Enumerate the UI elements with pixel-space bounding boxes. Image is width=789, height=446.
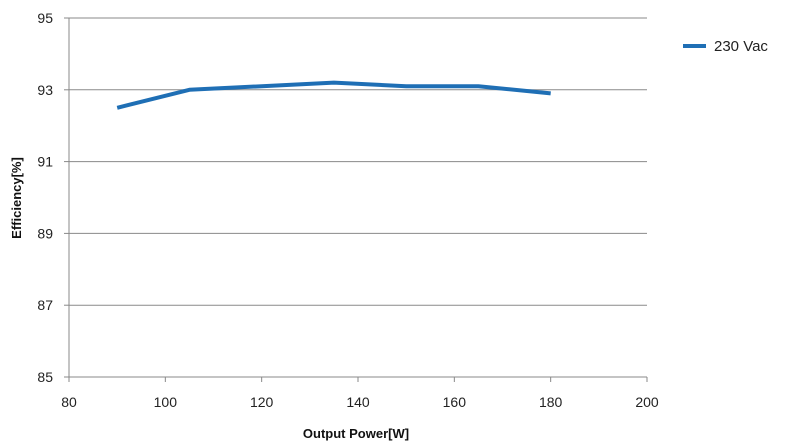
- legend-label: 230 Vac: [714, 38, 768, 55]
- x-tick-label: 200: [635, 394, 659, 410]
- x-axis-title: Output Power[W]: [303, 426, 409, 441]
- x-tick-marks: [68, 377, 648, 382]
- gridlines: [64, 17, 647, 378]
- y-tick-label: 85: [37, 369, 53, 385]
- y-tick-labels: 95 93 91 89 87 85: [37, 10, 53, 385]
- y-tick-label: 91: [37, 154, 53, 170]
- legend: 230 Vac: [683, 38, 768, 55]
- y-tick-label: 89: [37, 225, 53, 241]
- x-tick-labels: 80 100 120 140 160 180 200: [61, 394, 659, 410]
- y-tick-label: 95: [37, 10, 53, 26]
- series-line-0: [116, 80, 551, 110]
- x-tick-label: 100: [154, 394, 178, 410]
- x-tick-label: 180: [539, 394, 563, 410]
- y-tick-label: 93: [37, 82, 53, 98]
- y-tick-label: 87: [37, 297, 53, 313]
- x-tick-label: 160: [443, 394, 467, 410]
- series-group: [116, 80, 551, 110]
- x-tick-label: 80: [61, 394, 77, 410]
- x-tick-label: 120: [250, 394, 274, 410]
- y-axis-title: Efficiency[%]: [9, 157, 24, 239]
- x-tick-label: 140: [346, 394, 370, 410]
